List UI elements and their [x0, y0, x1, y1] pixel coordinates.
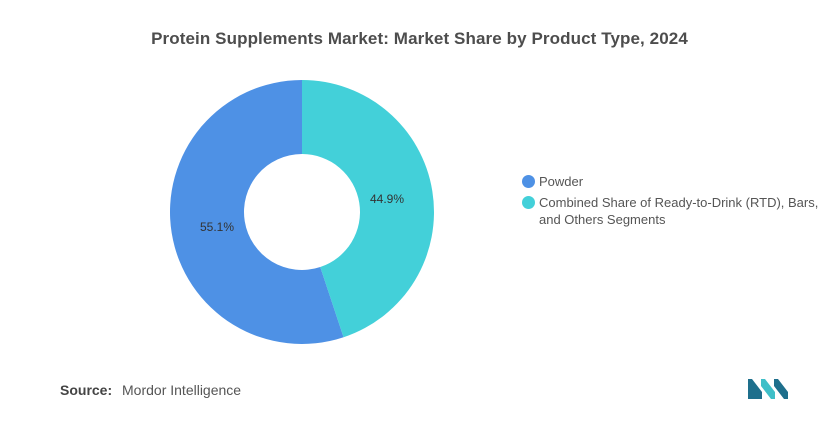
legend-label-powder: Powder [539, 174, 584, 189]
legend-label-combined: Combined Share of Ready-to-Drink (RTD), … [539, 195, 819, 227]
donut-slice-powder [170, 80, 344, 344]
mordor-intelligence-logo [748, 377, 790, 404]
donut-label-powder: 55.1% [200, 220, 234, 234]
chart-title: Protein Supplements Market: Market Share… [151, 29, 688, 48]
chart-legend: Powder Combined Share of Ready-to-Drink … [522, 173, 822, 232]
logo-icon [748, 379, 788, 399]
donut-slice-combined [302, 80, 435, 338]
legend-swatch-powder [522, 175, 535, 188]
legend-swatch-combined [522, 196, 535, 209]
legend-item-powder: Powder [522, 173, 822, 190]
donut-labels: 55.1% 44.9% [200, 192, 404, 234]
legend-item-combined: Combined Share of Ready-to-Drink (RTD), … [522, 194, 822, 228]
donut-slices [170, 80, 435, 344]
donut-label-combined: 44.9% [370, 192, 404, 206]
source-note: Source: Mordor Intelligence [60, 382, 241, 398]
source-value: Mordor Intelligence [122, 382, 242, 398]
source-label: Source: [60, 382, 113, 398]
